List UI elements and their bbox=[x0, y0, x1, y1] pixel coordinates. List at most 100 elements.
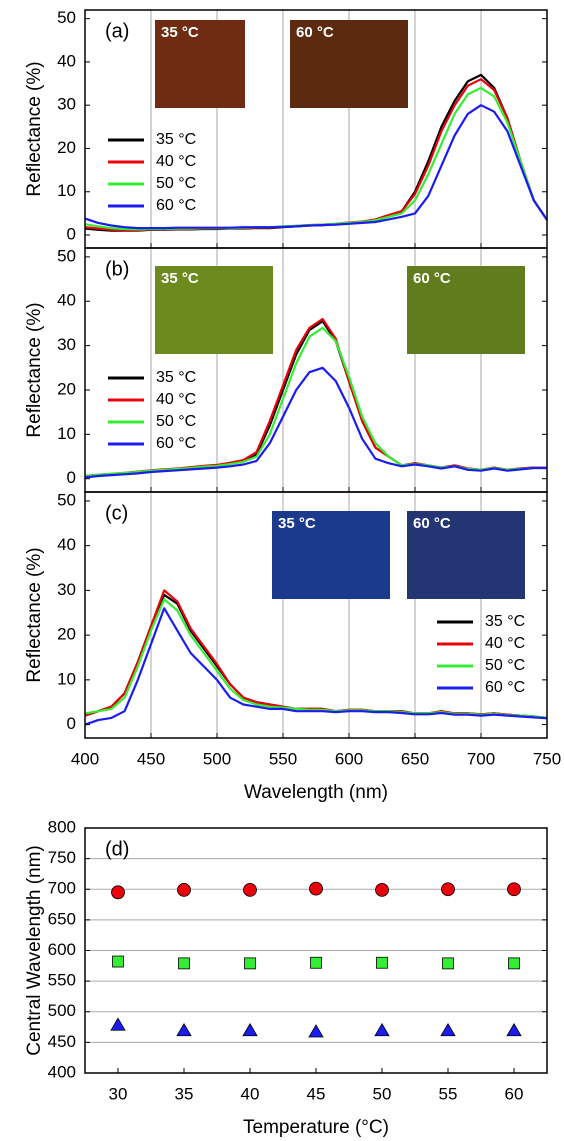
x-tick-label: 450 bbox=[137, 749, 165, 768]
inset-image bbox=[155, 20, 245, 108]
inset-image bbox=[290, 20, 408, 108]
legend-label: 40 °C bbox=[156, 391, 196, 408]
marker-triangle bbox=[374, 1022, 390, 1037]
y-tick-label: 800 bbox=[48, 817, 76, 836]
legend-label: 50 °C bbox=[156, 413, 196, 430]
y-tick-label: 0 bbox=[67, 468, 76, 487]
x-tick-label: 600 bbox=[335, 749, 363, 768]
spectrum-line bbox=[84, 86, 548, 231]
inset-image bbox=[272, 511, 390, 599]
x-tick-label: 50 bbox=[373, 1084, 392, 1103]
x-tick-label: 60 bbox=[505, 1084, 524, 1103]
spectrum-line bbox=[84, 104, 548, 230]
x-axis-label: Temperature (°C) bbox=[243, 1117, 389, 1138]
x-tick-label: 650 bbox=[401, 749, 429, 768]
y-tick-label: 50 bbox=[57, 8, 76, 27]
x-tick-label: 35 bbox=[175, 1084, 194, 1103]
marker-square bbox=[508, 957, 520, 970]
y-tick-label: 30 bbox=[57, 580, 76, 599]
y-tick-label: 0 bbox=[67, 225, 76, 244]
inset-image bbox=[407, 511, 525, 599]
y-axis-label: Reflectance (%) bbox=[24, 547, 45, 682]
panel-label: (b) bbox=[105, 258, 129, 280]
marker-triangle bbox=[506, 1022, 522, 1037]
x-tick-label: 30 bbox=[109, 1084, 128, 1103]
marker-square bbox=[112, 955, 124, 968]
x-tick-label: 750 bbox=[533, 749, 561, 768]
spectrum-line bbox=[84, 607, 548, 726]
y-tick-label: 450 bbox=[48, 1032, 76, 1051]
inset-image bbox=[155, 266, 273, 354]
x-tick-label: 700 bbox=[467, 749, 495, 768]
legend-label: 35 °C bbox=[485, 613, 525, 630]
y-tick-label: 40 bbox=[57, 51, 76, 70]
inset-label: 35 °C bbox=[161, 24, 199, 41]
inset-label: 35 °C bbox=[161, 270, 199, 287]
y-tick-label: 700 bbox=[48, 879, 76, 898]
legend-label: 40 °C bbox=[156, 153, 196, 170]
legend-label: 50 °C bbox=[485, 657, 525, 674]
x-tick-label: 45 bbox=[307, 1084, 326, 1103]
legend-label: 40 °C bbox=[485, 635, 525, 652]
plot-frame bbox=[84, 491, 548, 739]
legend-label: 60 °C bbox=[156, 197, 196, 214]
marker-circle bbox=[243, 882, 257, 897]
marker-circle bbox=[111, 885, 125, 900]
y-tick-label: 20 bbox=[57, 379, 76, 398]
y-tick-label: 20 bbox=[57, 138, 76, 157]
marker-triangle bbox=[440, 1022, 456, 1037]
marker-square bbox=[178, 957, 190, 970]
legend-label: 60 °C bbox=[156, 435, 196, 452]
marker-triangle bbox=[308, 1024, 324, 1038]
spectrum-line bbox=[84, 366, 547, 479]
inset-label: 60 °C bbox=[296, 24, 334, 41]
panel-label: (a) bbox=[105, 20, 129, 42]
y-tick-label: 10 bbox=[57, 424, 76, 443]
inset-image bbox=[407, 266, 525, 354]
y-axis-label: Central Wavelength (nm) bbox=[24, 845, 45, 1055]
x-axis-label: Wavelength (nm) bbox=[244, 782, 388, 803]
y-tick-label: 40 bbox=[57, 291, 76, 310]
y-tick-label: 550 bbox=[48, 971, 76, 990]
y-tick-label: 650 bbox=[48, 909, 76, 928]
marker-square bbox=[244, 957, 256, 970]
y-tick-label: 750 bbox=[48, 848, 76, 867]
y-tick-label: 600 bbox=[48, 940, 76, 959]
marker-triangle bbox=[110, 1017, 126, 1031]
marker-triangle bbox=[242, 1022, 258, 1037]
x-tick-label: 55 bbox=[439, 1084, 458, 1103]
x-tick-label: 550 bbox=[269, 749, 297, 768]
marker-square bbox=[442, 957, 454, 970]
y-axis-label: Reflectance (%) bbox=[24, 61, 45, 196]
spectrum-line bbox=[84, 589, 548, 719]
marker-square bbox=[310, 956, 322, 969]
marker-circle bbox=[309, 881, 323, 896]
x-tick-label: 40 bbox=[241, 1084, 260, 1103]
legend-label: 50 °C bbox=[156, 175, 196, 192]
y-tick-label: 30 bbox=[57, 95, 76, 114]
y-tick-label: 10 bbox=[57, 669, 76, 688]
marker-circle bbox=[375, 882, 389, 897]
y-tick-label: 10 bbox=[57, 181, 76, 200]
y-tick-label: 400 bbox=[48, 1062, 76, 1081]
marker-circle bbox=[177, 882, 191, 897]
y-tick-label: 50 bbox=[57, 246, 76, 265]
y-tick-label: 500 bbox=[48, 1001, 76, 1020]
inset-label: 60 °C bbox=[413, 270, 451, 287]
legend-label: 35 °C bbox=[156, 369, 196, 386]
x-tick-label: 500 bbox=[203, 749, 231, 768]
panel-label: (c) bbox=[105, 502, 128, 524]
legend-label: 35 °C bbox=[156, 131, 196, 148]
y-axis-label: Reflectance (%) bbox=[24, 302, 45, 437]
inset-label: 60 °C bbox=[413, 515, 451, 532]
inset-label: 35 °C bbox=[278, 515, 316, 532]
marker-circle bbox=[441, 882, 455, 897]
y-tick-label: 20 bbox=[57, 625, 76, 644]
x-tick-label: 400 bbox=[71, 749, 99, 768]
spectrum-line bbox=[84, 593, 548, 719]
y-tick-label: 40 bbox=[57, 535, 76, 554]
y-tick-label: 0 bbox=[67, 714, 76, 733]
y-tick-label: 50 bbox=[57, 490, 76, 509]
